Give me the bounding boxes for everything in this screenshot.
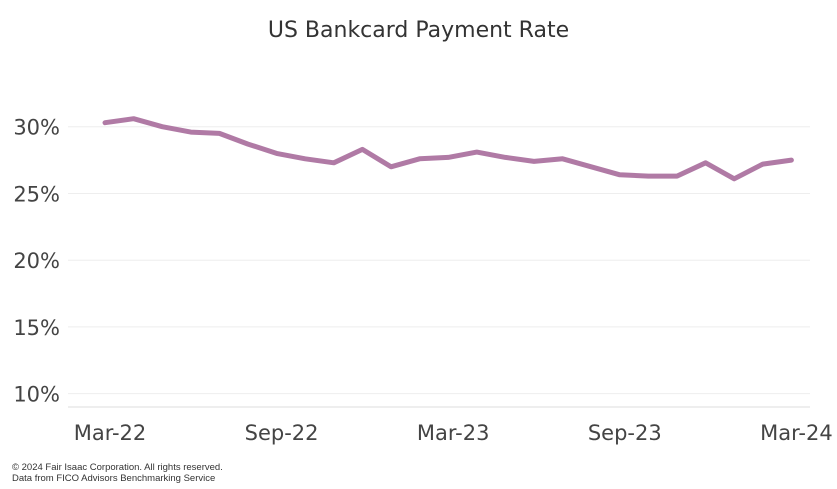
source-note: Data from FICO Advisors Benchmarking Ser…: [12, 473, 216, 484]
x-tick-label: Sep-22: [245, 421, 319, 445]
x-tick-label: Sep-23: [588, 421, 662, 445]
x-tick-label: Mar-24: [760, 421, 833, 445]
x-axis-ticks: Mar-22 Sep-22 Mar-23 Sep-23 Mar-24: [74, 421, 833, 445]
grid-lines: [68, 126, 810, 395]
y-tick-label: 15%: [13, 316, 60, 340]
x-tick-label: Mar-22: [74, 421, 147, 445]
y-tick-label: 30%: [13, 116, 60, 140]
y-axis-ticks: 10% 15% 20% 25% 30%: [13, 116, 60, 407]
y-tick-label: 10%: [13, 383, 60, 407]
x-tick-label: Mar-23: [417, 421, 490, 445]
copyright-text: © 2024 Fair Isaac Corporation. All right…: [12, 462, 223, 473]
chart-title: US Bankcard Payment Rate: [267, 18, 570, 43]
series-group: [102, 116, 794, 182]
y-tick-label: 25%: [13, 182, 60, 206]
footer: © 2024 Fair Isaac Corporation. All right…: [12, 462, 223, 484]
y-tick-label: 20%: [13, 249, 60, 273]
series-line: [102, 116, 794, 182]
